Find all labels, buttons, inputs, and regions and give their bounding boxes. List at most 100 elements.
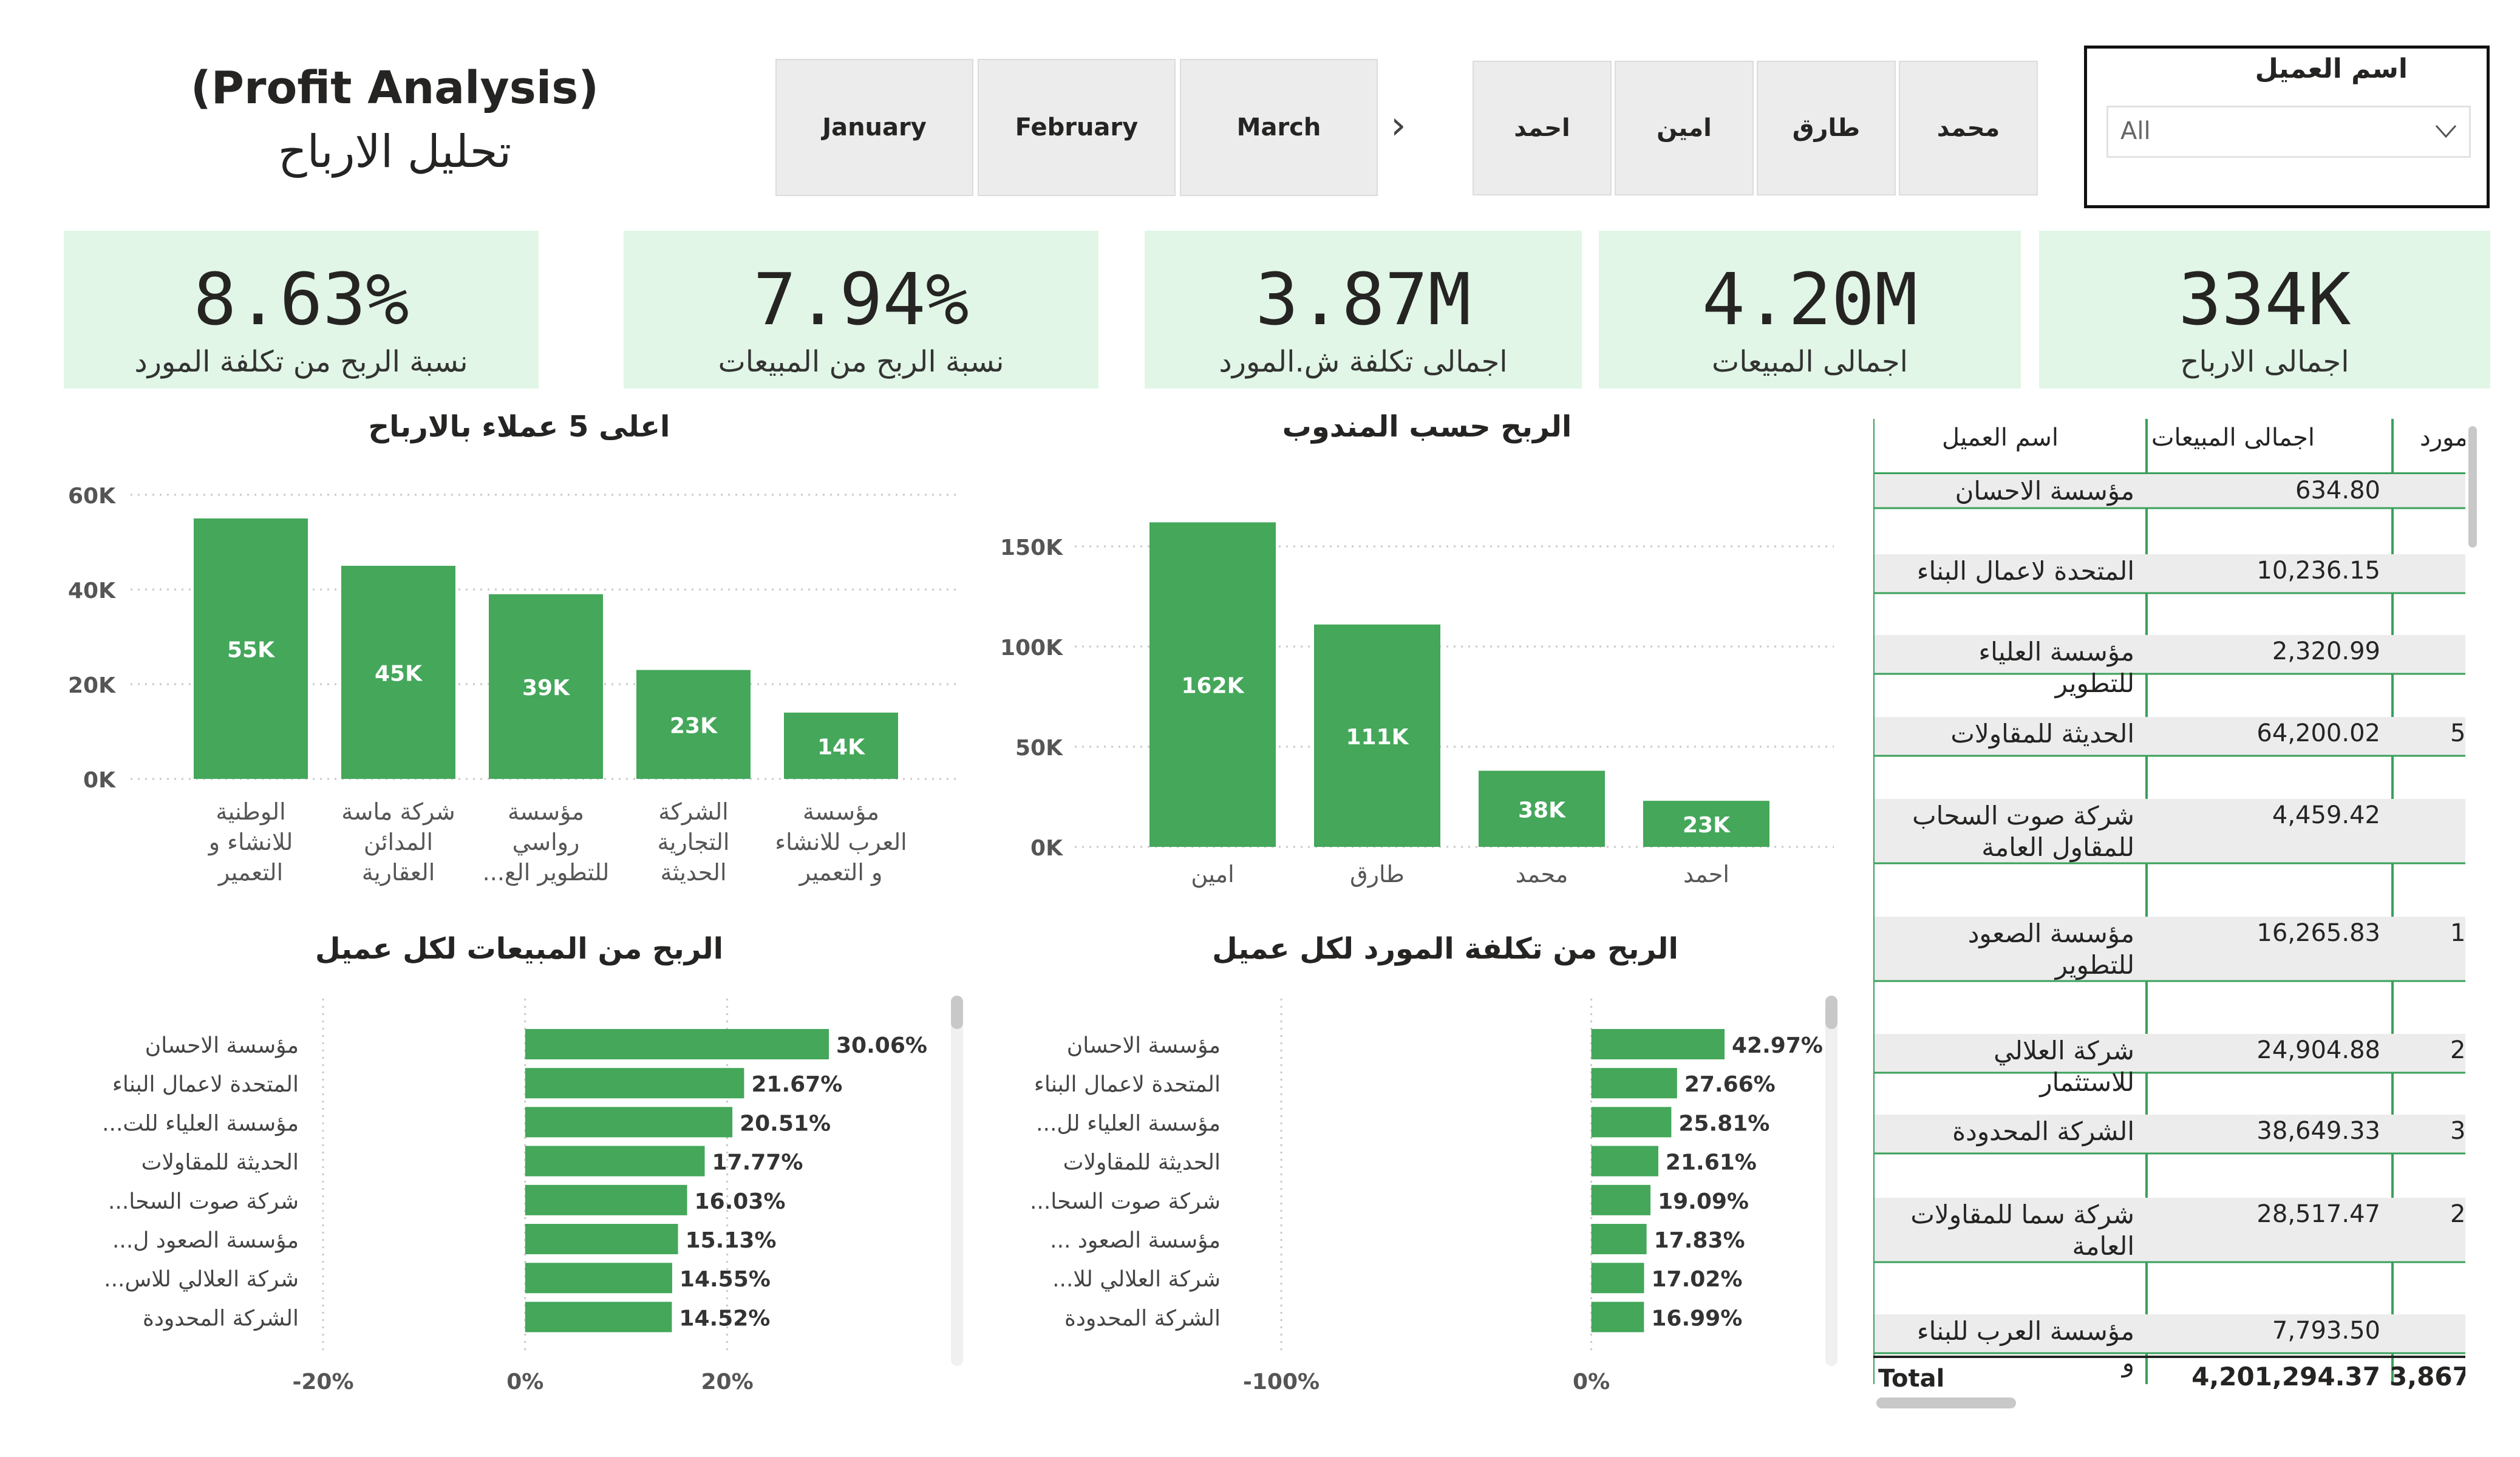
cell-sales: 2,320.99 [2272,637,2380,665]
bar [784,712,898,779]
rep-tariq-button[interactable]: طارق [1757,61,1896,195]
x-tick-label: احمد [1683,861,1729,888]
data-label: 27.66% [1684,1072,1776,1097]
pct-sales-scrollbar[interactable] [951,996,963,1366]
table-vscroll[interactable] [2468,426,2477,973]
rep-ahmed-button[interactable]: احمد [1473,61,1612,195]
month-january-button[interactable]: January [775,59,973,196]
row-band [1875,917,2465,981]
bar [341,566,455,779]
bar [1149,522,1276,847]
kpi-label: نسبة الربح من المبيعات [718,345,1004,379]
kpi-total-profit: 334K اجمالى الارباح [2039,231,2490,389]
bar [1591,1029,1725,1059]
kpi-label: نسبة الربح من تكلفة المورد [134,345,468,379]
kpi-profit-vs-cost: 8.63% نسبة الربح من تكلفة المورد [64,231,539,389]
x-tick-label: 0% [1573,1370,1610,1394]
x-tick-label: مؤسسة [508,798,584,826]
bar [1479,770,1605,847]
customer-filter: اسم العميل All [2084,46,2490,208]
y-tick-label: المتحدة لاعمال البناء [112,1072,299,1097]
cell-sales: 16,265.83 [2256,919,2380,947]
bar [1591,1224,1647,1254]
data-label: 16.99% [1651,1306,1742,1331]
y-tick-label: مؤسسة الصعود ل... [112,1228,299,1253]
bar [525,1107,733,1138]
x-tick-label: المدائن [364,829,433,856]
row-band [1875,1314,2465,1353]
y-tick-label: مؤسسة العلياء للت... [102,1111,299,1136]
x-tick-label: التعمير [217,859,283,886]
y-tick-label: مؤسسة الصعود ... [1050,1228,1221,1253]
bar [525,1302,672,1333]
row-band [1875,1115,2465,1153]
x-tick-label: مؤسسة [803,798,879,826]
bar [525,1224,678,1254]
y-tick-label: 100K [1000,636,1063,661]
data-label: 21.67% [751,1072,842,1097]
bar [1591,1068,1677,1099]
cell-customer-name: شركة صوت السحاب للمقاول العامة [1912,801,2134,862]
title-english: (Profit Analysis) [190,62,599,114]
scroll-thumb[interactable] [951,996,963,1029]
y-tick-label: مؤسسة العلياء لل... [1036,1111,1221,1136]
data-label: 45K [375,662,423,687]
table-header-sales[interactable]: اجمالى المبيعات [2151,424,2315,452]
row-band [1875,799,2465,863]
table-hscroll[interactable] [1876,1398,2016,1408]
kpi-profit-vs-sales: 7.94% نسبة الربح من المبيعات [624,231,1098,389]
data-label: 17.83% [1654,1228,1745,1253]
data-label: 39K [522,676,570,701]
x-tick-label: -20% [292,1370,353,1394]
y-tick-label: شركة صوت السحا... [1030,1189,1221,1214]
table-header-cost[interactable]: تكلفة المورد [2420,424,2465,484]
table-header-name[interactable]: اسم العميل [1941,424,2059,452]
rep-mohammed-button[interactable]: محمد [1899,61,2038,195]
x-tick-label: الوطنية [216,798,285,826]
x-tick-label: للتطوير الع... [483,859,610,886]
bar [1591,1146,1658,1177]
cell-sales: 64,200.02 [2256,719,2380,747]
data-label: 30.06% [836,1033,927,1058]
chart-title-pct-cost: الربح من تكلفة المورد لكل عميل [1212,932,1678,966]
cell-sales: 634.80 [2295,477,2380,504]
chevron-right-icon[interactable]: › [1391,103,1406,148]
y-tick-label: 50K [1015,736,1063,761]
x-tick-label: للانشاء و [208,829,293,856]
y-tick-label: الحديثة للمقاولات [141,1150,299,1175]
data-label: 15.13% [686,1228,777,1253]
rep-amin-button[interactable]: امين [1615,61,1754,195]
bar [1591,1184,1651,1215]
month-march-button[interactable]: March [1180,59,1378,196]
kpi-label: اجمالى المبيعات [1712,345,1908,379]
customer-dropdown[interactable]: All [2106,106,2471,158]
pct-cost-scrollbar[interactable] [1825,996,1837,1366]
cell-sales: 38,649.33 [2256,1117,2380,1145]
kpi-label: اجمالى تكلفة ش.المورد [1219,345,1508,379]
bar [1591,1107,1672,1138]
scroll-thumb[interactable] [1825,996,1837,1029]
row-band [1875,717,2465,756]
y-tick-label: 0K [83,768,116,793]
y-tick-label: مؤسسة الاحسان [145,1033,299,1058]
scroll-thumb[interactable] [2468,426,2477,548]
x-tick-label: و التعمير [799,859,883,886]
table-header-cost-label: تكلفة المورد [2420,424,2465,452]
bar [1314,624,1440,847]
bar [525,1146,705,1177]
table-grid [1873,419,2465,1384]
data-label: 42.97% [1732,1033,1823,1058]
y-tick-label: شركة العلالي للا... [1052,1267,1221,1292]
report-title: (Profit Analysis) تحليل الارباح [164,58,625,185]
kpi-value: 4.20M [1701,257,1918,341]
customer-filter-label: اسم العميل [2255,53,2408,84]
month-february-button[interactable]: February [978,59,1176,196]
row-band [1875,635,2465,674]
data-label: 55K [227,638,275,663]
bar [636,670,751,779]
top5-customers-chart: 0K 20K 40K 60K 55K الوطنية للانشاء و التعمير 45K… [68,484,959,886]
y-tick-label: 150K [1000,535,1063,560]
title-arabic: تحليل الارباح [278,126,512,178]
y-tick-label: 20K [68,673,116,698]
data-label: 25.81% [1678,1111,1769,1136]
